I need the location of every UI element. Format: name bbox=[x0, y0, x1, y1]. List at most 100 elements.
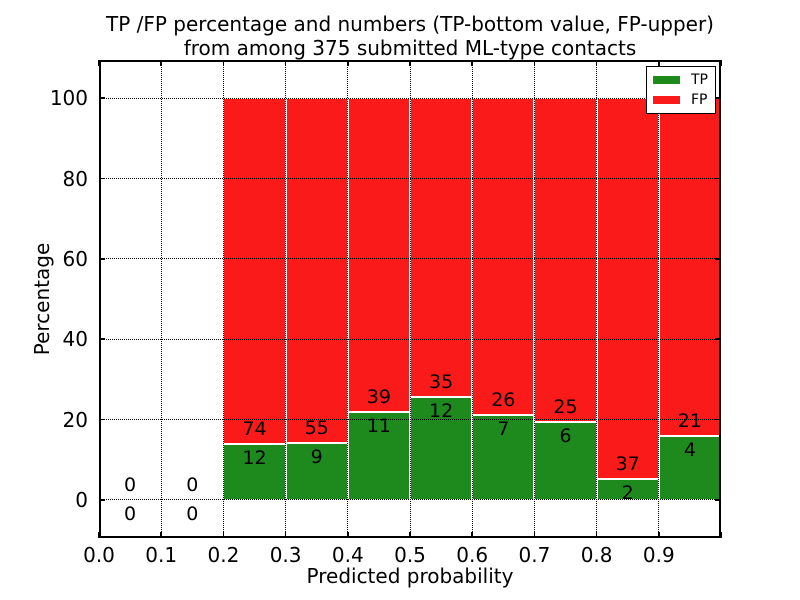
chart-title-line2: from among 375 submitted ML-type contact… bbox=[183, 36, 637, 60]
fp-legend-swatch bbox=[653, 95, 680, 104]
x-tick-mark bbox=[533, 532, 536, 538]
bar-segment-fp bbox=[534, 98, 597, 423]
gridline-horizontal bbox=[99, 178, 721, 180]
gridline-vertical bbox=[596, 60, 598, 538]
y-tick-mark bbox=[99, 499, 105, 501]
y-tick-mark bbox=[99, 258, 105, 260]
x-tick-mark bbox=[222, 532, 225, 538]
bar-segment-tp bbox=[410, 397, 473, 500]
x-tick-label: 0.4 bbox=[331, 543, 364, 567]
gridline-vertical bbox=[533, 60, 535, 538]
y-tick-label: 20 bbox=[62, 407, 88, 432]
y-tick-label: 60 bbox=[62, 246, 88, 271]
x-tick-mark bbox=[658, 532, 660, 538]
plot-area: 0 0 0 0 74 12 55 9 39 11 35 12 26 7 25 6 37 2 21 4 0.0 0.1 0.… bbox=[50, 60, 722, 588]
bar-segment-tp bbox=[347, 411, 410, 500]
bar-segment-tp bbox=[534, 422, 597, 500]
y-tick-mark bbox=[99, 177, 105, 180]
bar-segment-fp bbox=[347, 98, 410, 412]
x-tick-mark bbox=[284, 60, 287, 66]
bar-label-tp: 0 bbox=[186, 502, 199, 525]
y-tick-mark bbox=[715, 338, 721, 340]
bar-label-tp: 7 bbox=[497, 417, 510, 440]
x-tick-mark bbox=[595, 60, 598, 66]
x-tick-mark bbox=[720, 532, 722, 538]
bar-label-fp: 39 bbox=[366, 385, 391, 408]
bar-label-tp: 2 bbox=[621, 482, 634, 505]
bar-label-tp: 4 bbox=[683, 438, 696, 461]
x-tick-mark bbox=[160, 60, 162, 66]
bar-label-tp: 11 bbox=[366, 414, 391, 437]
bar-label-fp: 37 bbox=[615, 453, 640, 476]
x-tick-mark bbox=[284, 532, 287, 538]
x-tick-label: 0.3 bbox=[269, 543, 302, 567]
y-tick-label: 0 bbox=[75, 487, 88, 512]
legend-item: FP bbox=[653, 93, 709, 107]
gridline-horizontal bbox=[99, 419, 721, 421]
bar-label-fp: 74 bbox=[242, 417, 267, 440]
bar-segment-fp bbox=[596, 98, 659, 480]
x-tick-mark bbox=[720, 60, 722, 66]
y-tick-mark bbox=[99, 338, 105, 340]
bar-label-fp: 26 bbox=[491, 388, 516, 411]
y-tick-mark bbox=[715, 177, 721, 180]
x-tick-label: 0.6 bbox=[456, 543, 489, 567]
x-tick-mark bbox=[160, 532, 162, 538]
x-axis-label: Predicted probability bbox=[306, 564, 514, 588]
bar-label-fp: 25 bbox=[553, 396, 578, 419]
bar-segment-fp bbox=[410, 98, 473, 398]
legend-item-label: TP bbox=[691, 72, 708, 89]
gridline-horizontal bbox=[99, 258, 721, 260]
x-tick-label: 0.0 bbox=[83, 543, 115, 567]
bar-label-fp: 21 bbox=[677, 409, 702, 432]
x-tick-label: 0.5 bbox=[394, 543, 426, 567]
bar-segment-fp bbox=[658, 98, 721, 436]
y-tick-mark bbox=[715, 258, 721, 260]
gridline-vertical bbox=[347, 60, 349, 538]
bar-label-fp: 0 bbox=[124, 473, 137, 496]
bar-segment-tp bbox=[472, 414, 535, 500]
x-tick-mark bbox=[658, 60, 660, 66]
bar-label-tp: 9 bbox=[310, 446, 323, 469]
bar-segment-fp bbox=[223, 98, 286, 444]
x-tick-label: 0.2 bbox=[207, 543, 240, 567]
x-tick-mark bbox=[98, 532, 100, 538]
x-tick-mark bbox=[98, 60, 100, 66]
bar-label-tp: 0 bbox=[124, 502, 137, 525]
x-tick-mark bbox=[471, 532, 473, 538]
x-tick-label: 0.8 bbox=[580, 543, 613, 567]
bar-segment-tp bbox=[658, 435, 721, 500]
bar-label-tp: 6 bbox=[559, 425, 572, 448]
y-tick-mark bbox=[99, 97, 105, 99]
y-tick-mark bbox=[715, 97, 721, 99]
gridline-horizontal bbox=[99, 338, 721, 340]
x-tick-label: 0.1 bbox=[145, 543, 178, 567]
x-tick-mark bbox=[409, 532, 411, 538]
y-axis-label: Percentage bbox=[30, 242, 54, 356]
bar-segment-fp bbox=[472, 98, 535, 415]
x-tick-mark bbox=[347, 60, 349, 66]
y-tick-mark bbox=[715, 499, 721, 501]
y-tick-label: 100 bbox=[49, 86, 88, 111]
gridline-horizontal bbox=[99, 499, 721, 501]
y-tick-mark bbox=[715, 418, 721, 421]
bar-segment-tp bbox=[285, 443, 348, 500]
y-tick-mark bbox=[99, 418, 105, 421]
y-tick-label: 40 bbox=[62, 327, 88, 352]
legend-item: TP bbox=[653, 73, 709, 87]
chart-title: TP /FP percentage and numbers (TP-bottom… bbox=[99, 12, 721, 60]
x-tick-mark bbox=[409, 60, 411, 66]
gridline-vertical bbox=[160, 60, 162, 538]
x-tick-mark bbox=[595, 532, 598, 538]
y-tick-label: 80 bbox=[62, 166, 88, 191]
bar-segment-tp bbox=[223, 443, 286, 500]
legend: TP FP bbox=[646, 66, 716, 114]
bar-segment-fp bbox=[285, 98, 348, 444]
gridline-vertical bbox=[285, 60, 287, 538]
gridline-vertical bbox=[222, 60, 224, 538]
x-tick-mark bbox=[222, 60, 225, 66]
bar-label-tp: 12 bbox=[429, 400, 454, 423]
x-tick-label: 0.9 bbox=[642, 543, 675, 567]
gridline-vertical bbox=[658, 60, 660, 538]
